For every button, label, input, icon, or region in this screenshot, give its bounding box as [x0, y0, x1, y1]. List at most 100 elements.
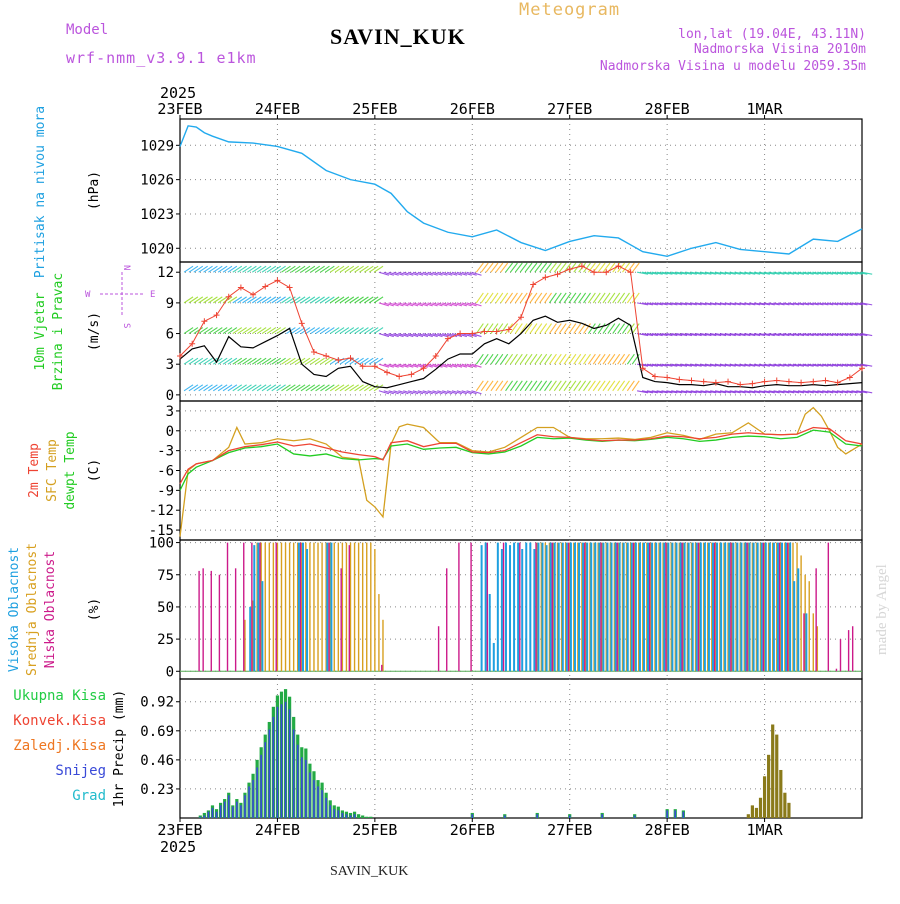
- wind-barb: [714, 271, 727, 275]
- temperature-ytick-label: -3: [157, 444, 174, 460]
- wind-barb: [427, 390, 438, 395]
- watermark: made by Angel: [874, 564, 890, 655]
- wind-barb: [651, 333, 663, 337]
- wind-barb: [203, 357, 213, 365]
- wind-unit: (m/s): [87, 312, 102, 351]
- wind-barb: [749, 302, 761, 306]
- wind-barb: [797, 302, 809, 306]
- wind-barb: [325, 265, 335, 273]
- wind-gust-point: [566, 266, 573, 273]
- wind-barb: [778, 333, 790, 337]
- wind-barb: [349, 384, 359, 392]
- wind-barb: [695, 333, 707, 337]
- top-xtick-label: 1MAR: [747, 100, 784, 118]
- precip-bar-snow: [215, 811, 218, 818]
- wind-barb: [432, 302, 443, 307]
- wind-barb: [826, 390, 839, 394]
- wind-barb: [412, 271, 424, 276]
- wind-barb: [286, 265, 296, 273]
- wind-barb: [861, 271, 873, 275]
- wind-barb: [861, 333, 873, 337]
- wind-barb: [826, 333, 839, 337]
- wind-barb: [817, 333, 829, 337]
- wind-barb: [734, 333, 746, 337]
- wind-barb: [744, 271, 756, 275]
- wind-barb: [836, 333, 848, 337]
- precip-bar-snow: [207, 811, 210, 818]
- wind-barb: [690, 390, 702, 394]
- wind-gust-point: [542, 274, 549, 281]
- wind-barb: [505, 292, 514, 304]
- wind-barb: [656, 302, 668, 306]
- wind-barb: [227, 384, 238, 392]
- wind-barb: [646, 363, 658, 367]
- wind-barb: [271, 296, 282, 304]
- wind-gust-point: [591, 269, 598, 276]
- wind-barb: [349, 327, 359, 335]
- wind-barb: [802, 390, 814, 394]
- wind-barb: [300, 384, 311, 392]
- wind-barb: [734, 271, 746, 275]
- wind-barb: [242, 357, 252, 365]
- footer-station: SAVIN_KUK: [330, 864, 408, 879]
- wind-barb: [744, 363, 756, 367]
- wind-barb: [198, 357, 208, 365]
- wind-barb: [783, 390, 795, 394]
- wind-barb: [544, 323, 552, 334]
- wind-barb: [729, 333, 741, 337]
- wind-barb: [363, 296, 374, 304]
- wind-barb: [773, 363, 785, 367]
- wind-barb: [812, 390, 824, 394]
- wind-barb: [705, 271, 717, 275]
- wind-barb: [271, 384, 282, 392]
- wind-barb: [242, 265, 252, 273]
- wind-barb: [256, 357, 267, 365]
- wind-barb: [705, 333, 717, 337]
- temperature-ytick-label: 3: [166, 404, 174, 420]
- temperature-ytick-label: -6: [157, 464, 174, 480]
- precip-bar-total: [198, 815, 202, 818]
- wind-ytick-label: 6: [166, 327, 174, 343]
- precip-bar-snow: [288, 709, 291, 818]
- wind-barb: [773, 302, 785, 306]
- wind-barb: [388, 333, 399, 338]
- wind-barb: [227, 357, 238, 365]
- wind-barb: [710, 390, 722, 394]
- wind-barb: [183, 296, 194, 304]
- wind-gust-point: [359, 363, 366, 370]
- wind-barb: [553, 380, 562, 392]
- wind-barb: [587, 323, 596, 334]
- wind-barb: [188, 327, 199, 335]
- product-title: Meteogram: [519, 0, 620, 20]
- compass-s: S: [121, 323, 131, 328]
- wind-barb: [788, 333, 800, 337]
- wind-barb: [237, 327, 247, 335]
- wind-barb: [637, 390, 649, 394]
- wind-barb: [705, 390, 717, 394]
- wind-gust-point: [274, 277, 281, 284]
- wind-barb: [427, 333, 438, 338]
- wind-barb: [261, 384, 272, 392]
- temperature-ytick-label: -9: [157, 483, 174, 499]
- wind-barb: [256, 265, 267, 273]
- wind-gust-point: [688, 377, 695, 384]
- wind-barb: [558, 380, 567, 392]
- wind-barb: [592, 380, 601, 392]
- wind-barb: [329, 296, 340, 304]
- precip-bar-snow: [309, 772, 311, 818]
- wind-barb: [451, 271, 463, 276]
- wind-barb: [432, 363, 443, 368]
- wind-barb: [485, 380, 494, 392]
- wind-barb: [359, 265, 369, 273]
- wind-barb: [505, 262, 514, 273]
- wind-barb: [856, 363, 868, 367]
- wind-barb: [617, 380, 626, 392]
- wind-barb: [519, 262, 528, 273]
- wind-barb: [310, 357, 321, 365]
- wind-barb: [841, 271, 853, 275]
- wind-barb: [378, 363, 390, 368]
- wind-barb: [247, 296, 257, 304]
- wind-barb: [456, 363, 468, 368]
- wind-barb: [198, 265, 208, 273]
- top-xtick-label: 24FEB: [255, 100, 300, 118]
